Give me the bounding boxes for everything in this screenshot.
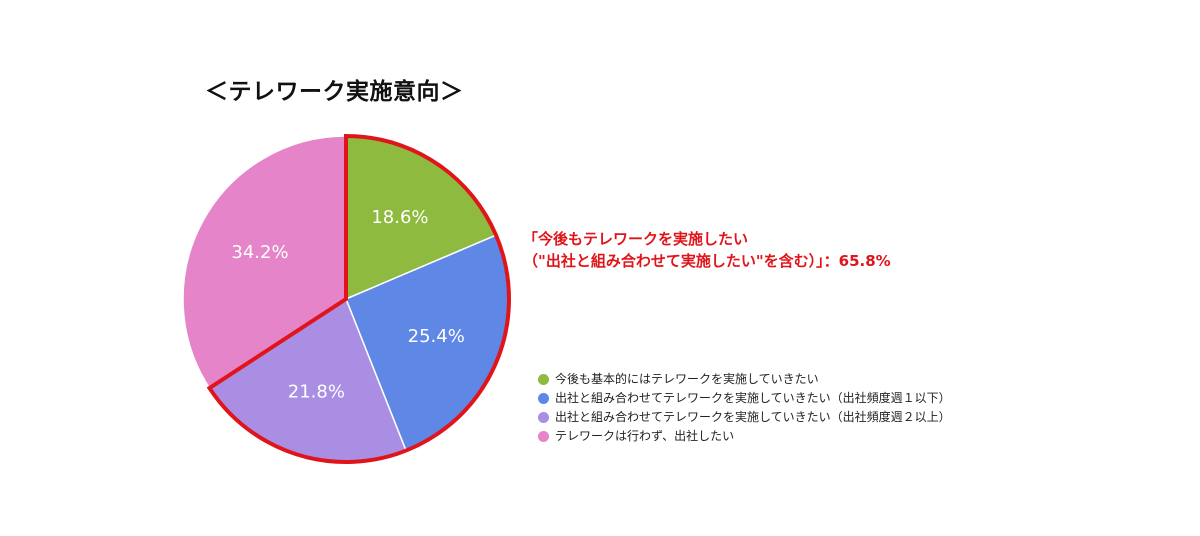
legend-item-3: 出社と組み合わせてテレワークを実施していきたい（出社頻度週２以上）: [538, 408, 951, 427]
highlight-outline: [206, 133, 511, 464]
legend-label-4: テレワークは行わず、出社したい: [555, 429, 735, 443]
legend: 今後も基本的にはテレワークを実施していきたい出社と組み合わせてテレワークを実施し…: [538, 370, 951, 446]
callout-line-2: （"出社と組み合わせて実施したい"を含む）」：65.8%: [523, 252, 891, 270]
legend-label-2: 出社と組み合わせてテレワークを実施していきたい（出社頻度週１以下）: [555, 391, 951, 405]
slice-value-label-1: 18.6%: [371, 207, 428, 228]
legend-label-1: 今後も基本的にはテレワークを実施していきたい: [555, 372, 819, 386]
callout-line-1: 「今後もテレワークを実施したい: [523, 230, 749, 248]
legend-label-3: 出社と組み合わせてテレワークを実施していきたい（出社頻度週２以上）: [555, 410, 951, 424]
legend-swatch-3: [538, 412, 549, 423]
slice-labels: 18.6% 25.4% 21.8% 34.2%: [231, 207, 464, 403]
slice-value-label-4: 34.2%: [231, 242, 288, 263]
legend-swatch-2: [538, 393, 549, 404]
legend-item-2: 出社と組み合わせてテレワークを実施していきたい（出社頻度週１以下）: [538, 389, 951, 408]
legend-item-4: テレワークは行わず、出社したい: [538, 427, 951, 446]
slice-value-label-2: 25.4%: [408, 326, 465, 347]
pie-slices: [182, 135, 510, 463]
legend-swatch-4: [538, 431, 549, 442]
chart-title: ＜テレワーク実施意向＞: [205, 79, 464, 105]
legend-swatch-1: [538, 374, 549, 385]
slice-value-label-3: 21.8%: [288, 382, 345, 403]
callout-annotation: 「今後もテレワークを実施したい （"出社と組み合わせて実施したい"を含む）」：6…: [523, 228, 891, 272]
legend-item-1: 今後も基本的にはテレワークを実施していきたい: [538, 370, 951, 389]
